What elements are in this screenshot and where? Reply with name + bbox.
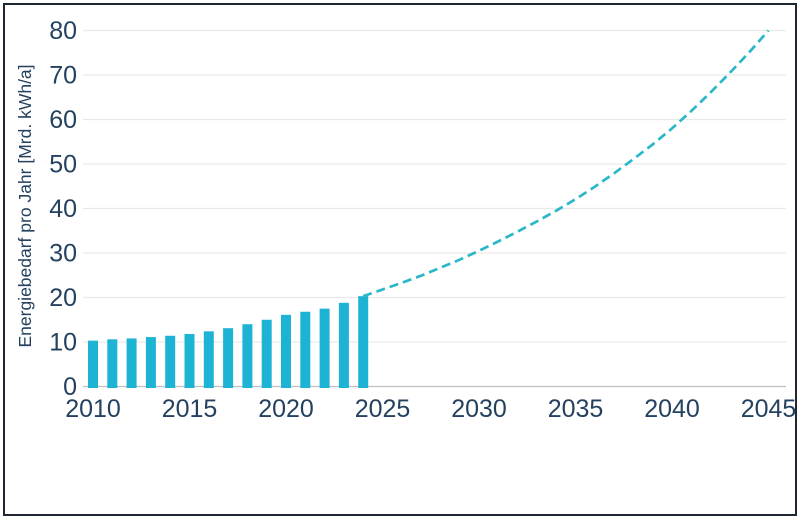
y-tick-label: 10 [49,329,77,357]
bar-2011 [107,339,118,388]
projection-dashed-line [362,29,770,298]
gridlines [83,29,786,388]
bar-2023 [338,302,349,388]
x-tick-label: 2035 [548,395,604,423]
bar-series [88,296,369,388]
bar-2015 [184,333,195,388]
bar-2017 [223,328,234,388]
y-tick-label: 30 [49,240,77,268]
y-tick-label: 40 [49,195,77,223]
bar-2016 [203,331,214,388]
y-tick-label: 20 [49,284,77,312]
y-tick-label: 80 [49,17,77,45]
x-tick-label: 2010 [65,395,121,423]
x-tick-label: 2020 [258,395,314,423]
y-axis-title: Energiebedarf pro Jahr [Mrd. kWh/a] [15,64,35,347]
bar-2021 [300,311,311,388]
bar-2020 [281,314,291,388]
bar-2012 [126,338,137,388]
bar-2013 [145,337,156,388]
bar-2024 [358,296,369,388]
y-tick-label: 0 [63,373,77,401]
x-tick-label: 2040 [644,395,700,423]
bar-2022 [319,308,330,388]
y-axis-tick-labels: 0 10 20 30 40 50 60 70 80 [49,17,77,401]
bar-2019 [261,319,272,388]
y-tick-label: 70 [49,62,77,90]
x-tick-label: 2045 [741,395,797,423]
x-tick-label: 2030 [451,395,507,423]
x-tick-label: 2025 [355,395,411,423]
y-tick-label: 60 [49,106,77,134]
x-tick-label: 2015 [162,395,218,423]
bar-2018 [242,324,253,388]
bar-2010 [88,340,98,388]
y-tick-label: 50 [49,151,77,179]
x-axis-tick-labels: 2010 2015 2020 2025 2030 2035 2040 2045 [65,395,796,423]
bar-2014 [165,335,176,388]
